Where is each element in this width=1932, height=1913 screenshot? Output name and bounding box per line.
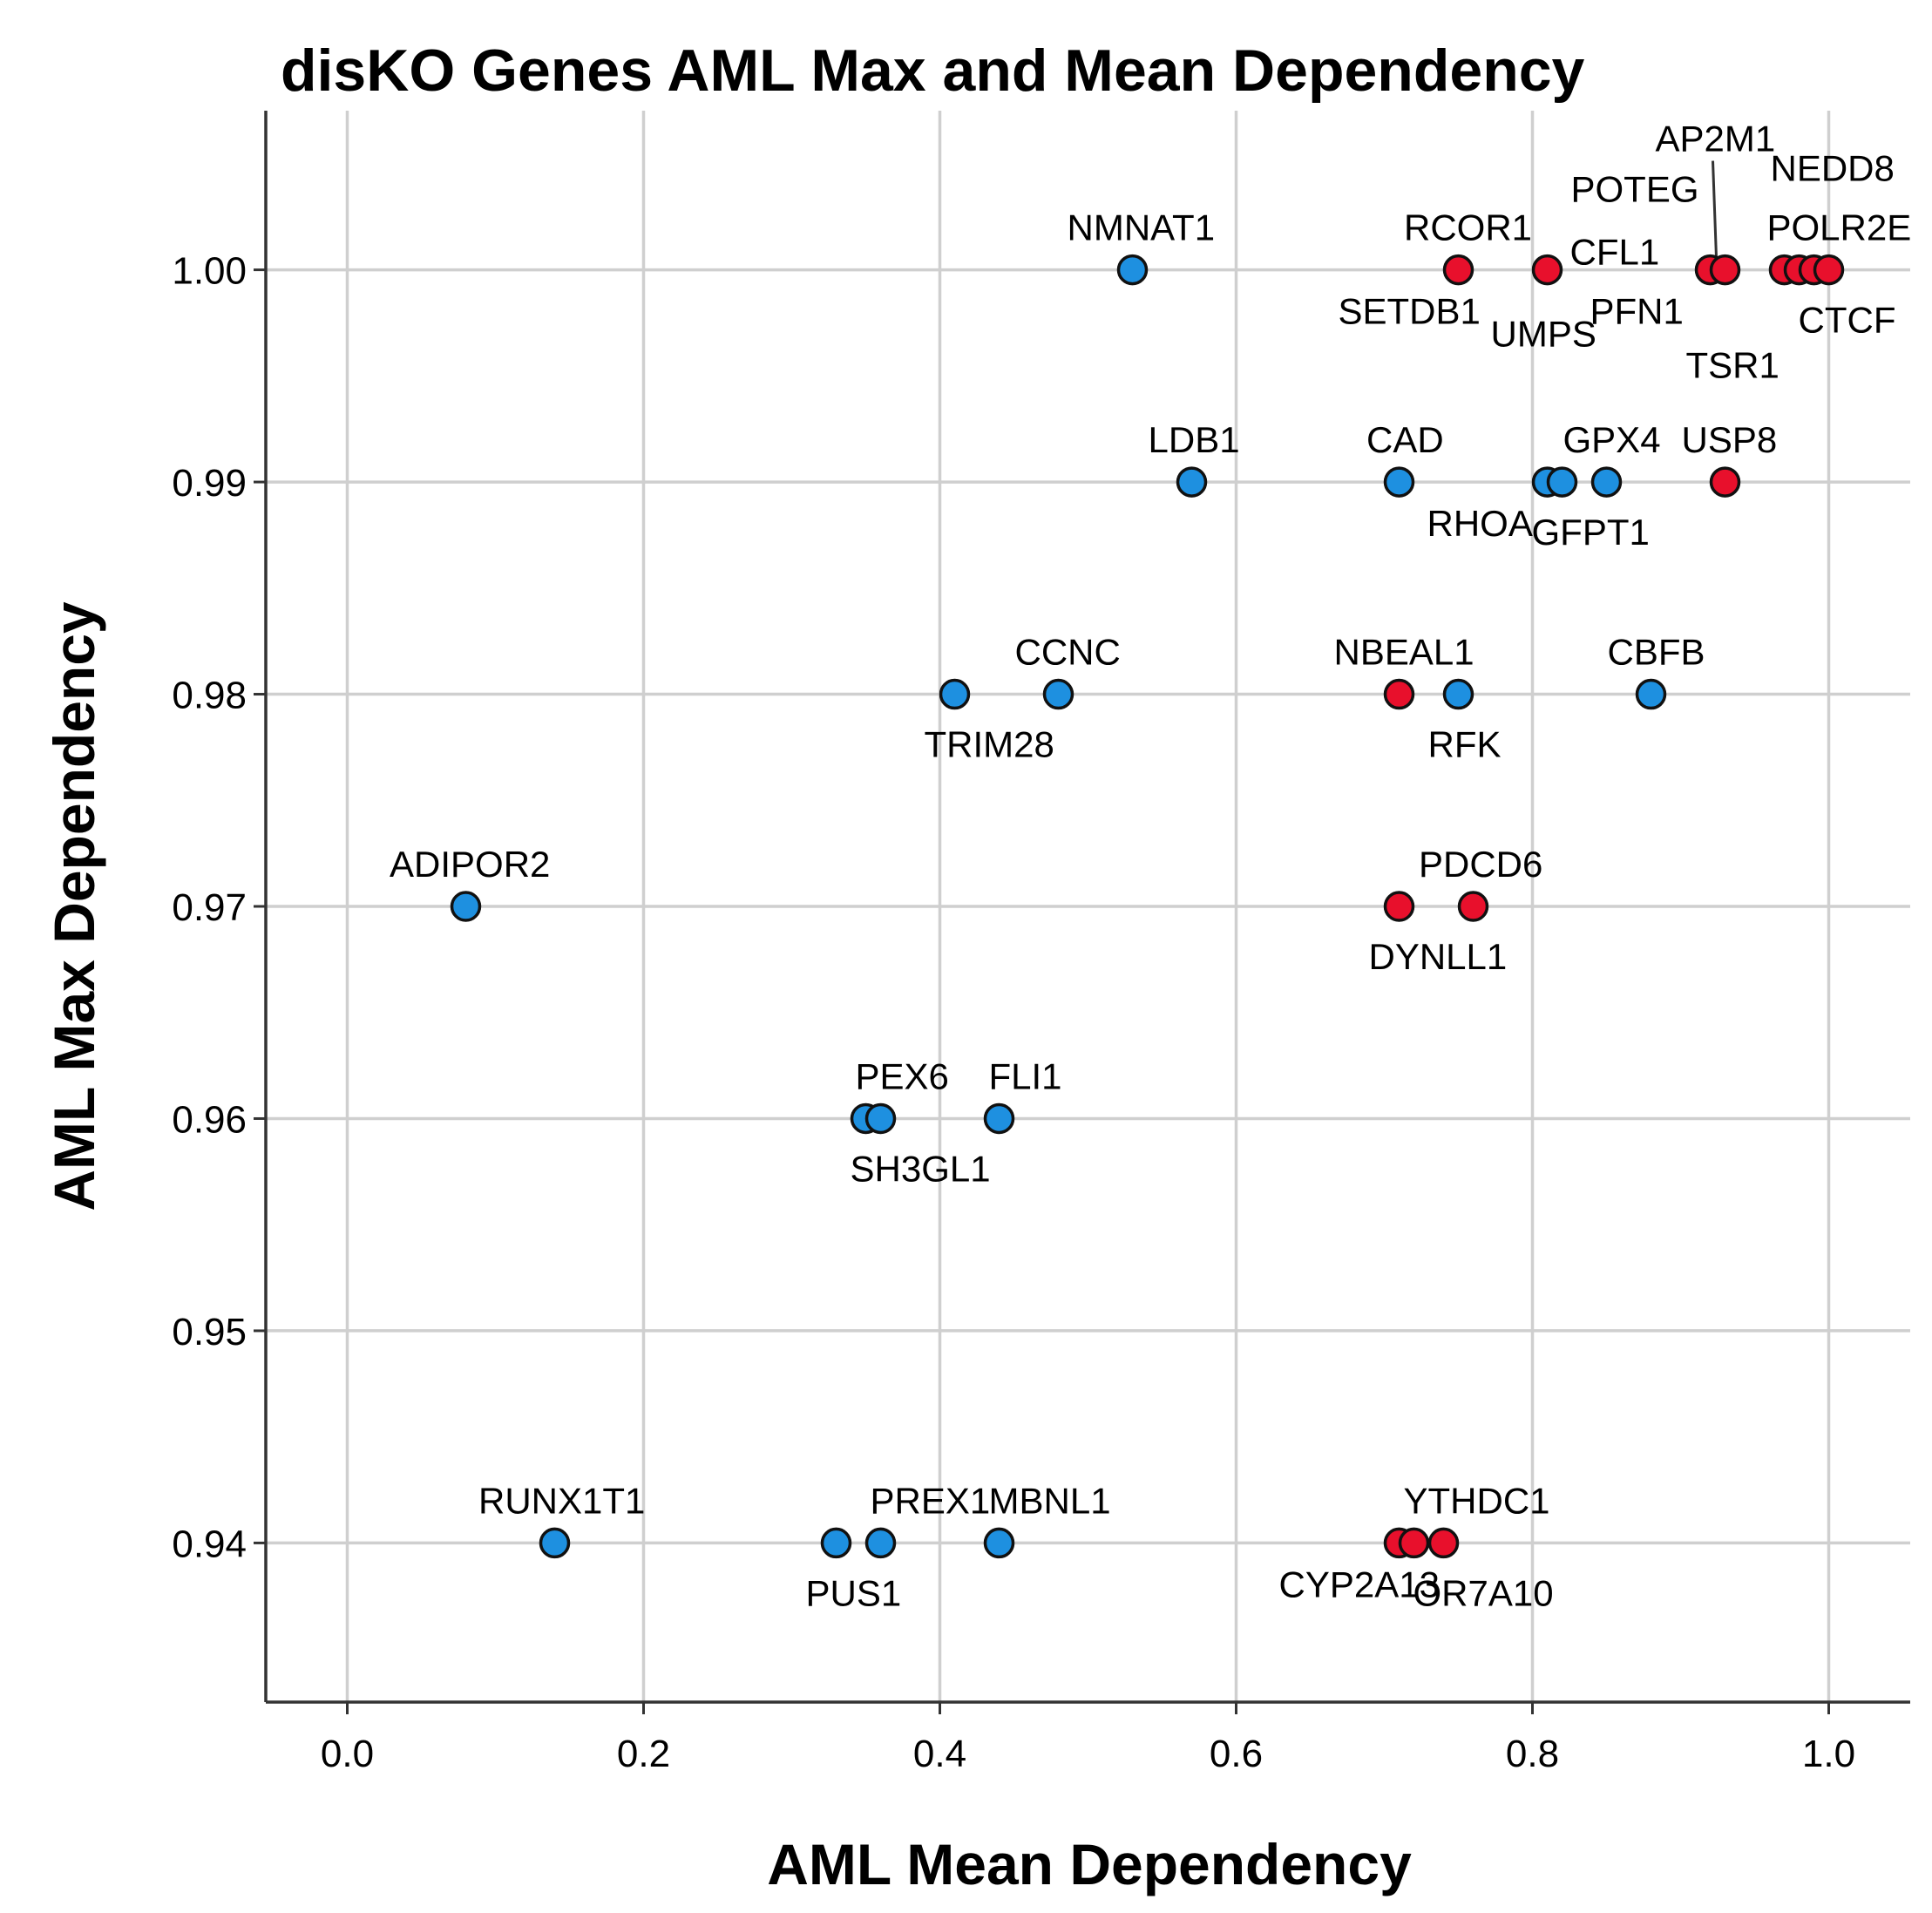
y-axis-label: AML Max Dependency	[42, 601, 106, 1211]
ticks-layer: 0.0 0.2 0.4 0.6 0.8 1.0 0.94 0.95 0.96 0.97 0.98 0.…	[172, 250, 1855, 1775]
y-tick-label: 0.97	[172, 886, 247, 929]
leader-layer	[1712, 160, 1718, 258]
grid-layer	[266, 111, 1910, 1702]
point-label-mbnl1: MBNL1	[989, 1480, 1111, 1521]
point-label-adipor2: ADIPOR2	[390, 844, 550, 885]
point-label-umps: UMPS	[1491, 314, 1596, 355]
point-label-ap2m1: AP2M1	[1656, 119, 1776, 159]
data-point-mbnl1	[983, 1527, 1015, 1559]
point-label-rcor1: RCOR1	[1404, 207, 1532, 248]
points-layer	[450, 254, 1845, 1559]
point-label-usp8: USP8	[1682, 419, 1778, 460]
point-label-ldb1: LDB1	[1149, 419, 1240, 460]
point-label-nmnat1: NMNAT1	[1068, 207, 1216, 248]
x-tick-label: 0.0	[321, 1733, 374, 1775]
point-label-cbfb: CBFB	[1608, 632, 1705, 673]
data-point-pdcd6	[1457, 891, 1489, 922]
point-label-sh3gl1: SH3GL1	[851, 1148, 991, 1189]
point-label-prex1: PREX1	[871, 1480, 991, 1521]
data-point-nbeal1	[1383, 678, 1415, 710]
data-point-ythdc1	[1398, 1527, 1430, 1559]
point-label-cyp2a13: CYP2A13	[1279, 1564, 1440, 1604]
point-label-pfn1: PFN1	[1590, 291, 1684, 332]
point-label-trim28: TRIM28	[925, 724, 1054, 765]
chart-title: disKO Genes AML Max and Mean Dependency	[281, 37, 1585, 104]
point-label-ctcf: CTCF	[1799, 300, 1896, 341]
data-point-nmnat1	[1116, 254, 1149, 286]
data-point-rfk	[1442, 678, 1474, 710]
data-point-ap2m1	[1709, 254, 1741, 286]
point-label-rhoa: RHOA	[1427, 503, 1533, 544]
y-tick-label: 0.96	[172, 1098, 247, 1141]
data-point-gpx4	[1590, 466, 1623, 498]
data-point-ccnc	[1042, 678, 1074, 710]
x-tick-label: 0.4	[913, 1733, 966, 1775]
point-label-or7a10: OR7A10	[1413, 1572, 1554, 1613]
point-label-ccnc: CCNC	[1015, 632, 1121, 673]
x-axis-label: AML Mean Dependency	[767, 1832, 1412, 1896]
data-point-adipor2	[450, 891, 482, 922]
data-point-ldb1	[1176, 466, 1208, 498]
data-point-ctcf	[1813, 254, 1845, 286]
y-tick-label: 0.95	[172, 1311, 247, 1353]
y-tick-label: 0.98	[172, 675, 247, 717]
data-point-gfpt1	[1546, 466, 1578, 498]
x-tick-label: 1.0	[1802, 1733, 1855, 1775]
data-point-dynll1	[1383, 891, 1415, 922]
data-point-trim28	[939, 678, 971, 710]
point-label-cad: CAD	[1366, 419, 1444, 460]
point-label-poteg: POTEG	[1571, 169, 1699, 210]
y-tick-label: 0.94	[172, 1523, 247, 1565]
y-tick-label: 1.00	[172, 250, 247, 293]
point-label-tsr1: TSR1	[1686, 345, 1779, 386]
data-point-cfl1	[1531, 254, 1563, 286]
point-label-nbeal1: NBEAL1	[1334, 632, 1474, 673]
point-label-pus1: PUS1	[806, 1572, 902, 1613]
data-point-prex1	[864, 1527, 897, 1559]
data-point-setdb1	[1442, 254, 1474, 286]
point-label-pdcd6: PDCD6	[1419, 844, 1542, 885]
point-label-polr2e: POLR2E	[1767, 207, 1912, 248]
point-label-gpx4: GPX4	[1563, 419, 1661, 460]
point-label-nedd8: NEDD8	[1771, 148, 1895, 189]
data-point-fli1	[983, 1102, 1015, 1135]
point-label-pex6: PEX6	[856, 1055, 949, 1096]
point-label-ythdc1: YTHDC1	[1404, 1480, 1550, 1521]
data-point-sh3gl1	[864, 1102, 897, 1135]
y-tick-label: 0.99	[172, 462, 247, 505]
data-point-pus1	[820, 1527, 852, 1559]
point-label-rfk: RFK	[1428, 724, 1502, 765]
point-label-cfl1: CFL1	[1570, 232, 1660, 273]
point-label-fli1: FLI1	[989, 1055, 1062, 1096]
point-label-setdb1: SETDB1	[1339, 291, 1481, 332]
data-point-cad	[1383, 466, 1415, 498]
data-point-cbfb	[1635, 678, 1667, 710]
data-point-or7a10	[1427, 1527, 1460, 1559]
point-label-runx1t1: RUNX1T1	[478, 1480, 645, 1521]
x-tick-label: 0.8	[1506, 1733, 1559, 1775]
x-tick-label: 0.6	[1210, 1733, 1263, 1775]
point-label-gfpt1: GFPT1	[1532, 512, 1650, 553]
x-tick-label: 0.2	[617, 1733, 670, 1775]
point-label-dynll1: DYNLL1	[1369, 936, 1508, 977]
data-point-usp8	[1709, 466, 1741, 498]
label-leader-line	[1712, 160, 1718, 258]
data-point-runx1t1	[539, 1527, 571, 1559]
